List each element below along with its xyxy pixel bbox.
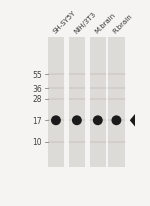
Text: 36: 36 [32,84,42,94]
Text: NIH/3T3: NIH/3T3 [73,11,97,35]
Bar [69,37,85,167]
Text: SH-SY5Y: SH-SY5Y [52,10,77,35]
Text: 28: 28 [33,95,42,104]
Text: M.brain: M.brain [94,12,116,35]
Ellipse shape [111,116,121,126]
Bar [90,37,106,167]
Text: R.brain: R.brain [112,13,134,35]
Bar [48,37,64,167]
Text: 55: 55 [32,70,42,79]
Ellipse shape [72,116,82,126]
Text: 10: 10 [32,138,42,147]
Text: 17: 17 [32,116,42,125]
Ellipse shape [93,116,103,126]
Polygon shape [130,114,135,127]
Ellipse shape [51,116,61,126]
Bar [108,37,124,167]
